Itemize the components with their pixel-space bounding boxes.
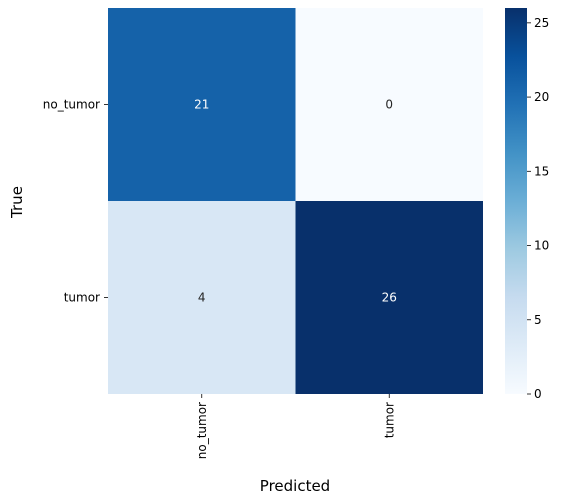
- cell-value-label: 4: [198, 291, 206, 305]
- x-tick-labels: no_tumor tumor: [195, 394, 396, 459]
- y-tick-label: no_tumor: [43, 98, 100, 112]
- colorbar-tick-label: 5: [534, 313, 542, 327]
- colorbar-ticks: 0 5 10 15 20 25: [527, 16, 549, 401]
- x-tick-label: tumor: [382, 402, 396, 438]
- colorbar-tick-label: 0: [534, 387, 542, 401]
- cell-value-label: 0: [385, 98, 393, 112]
- y-axis-title: True: [8, 186, 26, 219]
- cell-value-label: 21: [194, 98, 209, 112]
- heatmap-cell: [295, 201, 483, 394]
- colorbar-tick-label: 25: [534, 16, 549, 30]
- x-axis-title: Predicted: [260, 477, 330, 495]
- colorbar: [505, 8, 527, 394]
- heatmap-cell: [108, 201, 296, 394]
- colorbar-tick-label: 20: [534, 90, 549, 104]
- heatmap-cell: [108, 8, 296, 201]
- heatmap-cells: 21 0 4 26: [108, 8, 483, 394]
- colorbar-tick-label: 15: [534, 164, 549, 178]
- colorbar-tick-label: 10: [534, 239, 549, 253]
- heatmap-cell: [295, 8, 483, 201]
- cell-value-label: 26: [382, 291, 397, 305]
- x-tick-label: no_tumor: [195, 402, 209, 459]
- y-tick-label: tumor: [64, 291, 100, 305]
